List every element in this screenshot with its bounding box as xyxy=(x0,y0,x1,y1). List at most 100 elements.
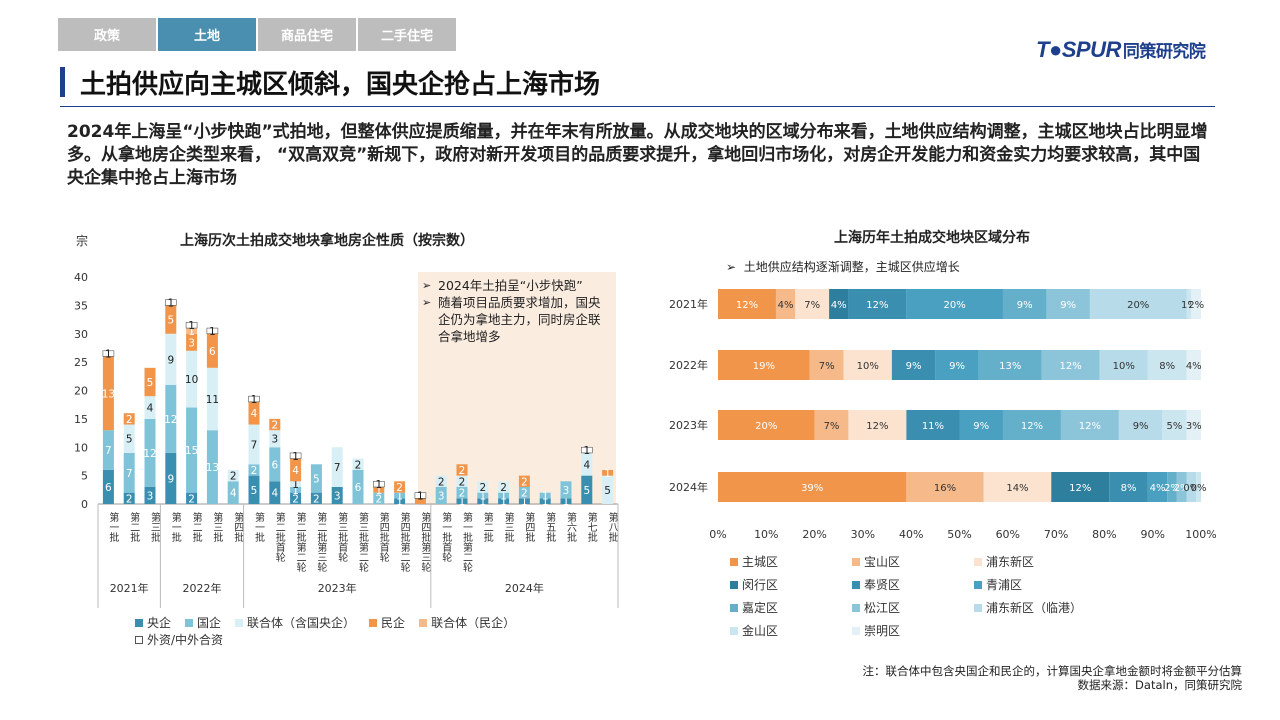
bar-segment xyxy=(1176,472,1187,502)
bar-data-label: 9 xyxy=(167,473,174,485)
legend-item: 主城区 xyxy=(730,553,838,570)
bar-data-label: 13 xyxy=(102,388,115,400)
bar-segment xyxy=(580,446,593,454)
bar-segment xyxy=(906,410,960,440)
title-divider xyxy=(60,106,1215,107)
bar-segment xyxy=(602,469,614,476)
x-tick-label: 70% xyxy=(1044,528,1068,541)
x-tick-label: 40% xyxy=(899,528,923,541)
legend-swatch xyxy=(852,580,860,589)
bar-data-label: 3 xyxy=(147,490,154,502)
bar-data-label: 12% xyxy=(736,300,758,311)
bar-segment xyxy=(248,401,260,425)
bar-segment xyxy=(186,407,198,493)
bar-data-label: 1 xyxy=(188,326,195,338)
bar-data-label: 6 xyxy=(271,459,278,471)
legend-swatch xyxy=(974,580,982,589)
bar-data-label: 8% xyxy=(1121,483,1137,494)
legend-item: 联合体（民企） xyxy=(419,614,515,631)
bar-data-label: 0% xyxy=(1183,483,1199,494)
legend-label: 青浦区 xyxy=(986,578,1023,592)
x-tick-label: 第四批 xyxy=(232,511,244,542)
bar-data-label: 7% xyxy=(804,300,820,311)
bar-data-label: 1 xyxy=(604,468,611,480)
legend-swatch xyxy=(235,618,244,627)
bar-data-label: 8% xyxy=(1159,361,1175,372)
bar-data-label: 3% xyxy=(1186,421,1202,432)
x-tick-label: 第二批 xyxy=(481,511,493,542)
bar-segment xyxy=(1162,410,1187,440)
bar-data-label: 1 xyxy=(292,451,299,463)
bar-segment xyxy=(1041,350,1100,380)
bar-segment xyxy=(518,498,530,504)
bar-segment xyxy=(1002,289,1047,319)
bar-segment xyxy=(477,481,489,493)
bar-segment xyxy=(809,350,844,380)
x-tick-label: 50% xyxy=(947,528,971,541)
bar-data-label: 10% xyxy=(857,361,879,372)
bar-segment xyxy=(1186,289,1192,319)
bar-data-label: 5 xyxy=(313,473,320,485)
legend-item: 浦东新区 xyxy=(974,553,1082,570)
bar-data-label: 7 xyxy=(251,439,258,451)
legend-swatch xyxy=(419,618,428,627)
bar-segment xyxy=(414,492,427,499)
bar-segment xyxy=(435,486,447,504)
y-tick-label: 0 xyxy=(81,498,88,511)
legend-label: 嘉定区 xyxy=(742,601,779,615)
tab-land[interactable]: 土地 xyxy=(158,18,256,51)
bar-segment xyxy=(539,498,551,504)
bar-segment xyxy=(983,472,1052,502)
bar-data-label: 12 xyxy=(143,448,156,460)
bar-data-label: 7% xyxy=(819,361,835,372)
bar-segment xyxy=(290,486,302,493)
bar-segment xyxy=(248,395,260,403)
brand-logo: T●SPUR 同策研究院 xyxy=(1036,37,1206,63)
bar-segment xyxy=(718,289,776,319)
x-tick-label: 第八批 xyxy=(606,511,618,542)
bar-segment xyxy=(102,350,115,357)
year-group-label: 2021年 xyxy=(110,581,149,595)
legend-swatch xyxy=(730,557,738,566)
legend-label: 联合体（民企） xyxy=(431,616,516,630)
bar-data-label: 1 xyxy=(500,490,507,502)
bar-data-label: 3 xyxy=(563,485,570,497)
bar-data-label: 1 xyxy=(417,490,424,502)
legend-label: 浦东新区 xyxy=(986,555,1035,569)
left-chart-note-2: 随着项目品质要求增加，国央企仍为拿地主力，同时房企联合拿地增多 xyxy=(422,294,612,345)
bar-data-label: 2 xyxy=(126,414,133,426)
bar-data-label: 9% xyxy=(949,361,965,372)
bar-data-label: 20% xyxy=(944,300,966,311)
bar-data-label: 9% xyxy=(1060,300,1076,311)
y-tick-label: 30 xyxy=(74,328,88,341)
legend-label: 外资/中外合资 xyxy=(147,633,224,647)
tab-new-housing[interactable]: 商品住宅 xyxy=(258,18,356,51)
bar-data-label: 12% xyxy=(1079,421,1101,432)
bar-data-label: 9% xyxy=(906,361,922,372)
bar-segment xyxy=(906,472,984,502)
legend-item: 宝山区 xyxy=(852,553,960,570)
legend-swatch xyxy=(852,557,860,566)
bar-segment xyxy=(165,305,177,334)
bar-data-label: 2 xyxy=(438,476,445,488)
bar-data-label: 1 xyxy=(500,496,507,508)
y-tick-label: 2024年 xyxy=(669,480,708,494)
tab-second-hand-housing[interactable]: 二手住宅 xyxy=(358,18,456,51)
bar-segment xyxy=(1060,410,1119,440)
bar-data-label: 5 xyxy=(126,434,133,446)
bar-segment xyxy=(165,384,177,453)
bar-data-label: 2% xyxy=(1164,483,1180,494)
bar-data-label: 5 xyxy=(251,485,258,497)
y-tick-label: 20 xyxy=(74,385,88,398)
bar-data-label: 5 xyxy=(167,315,174,327)
bar-data-label: 12% xyxy=(1069,483,1091,494)
x-tick-label: 第二批第二轮 xyxy=(294,511,306,572)
tab-policy[interactable]: 政策 xyxy=(58,18,156,51)
bar-segment xyxy=(227,481,239,504)
bar-segment xyxy=(1167,472,1177,502)
bar-segment xyxy=(373,486,385,493)
x-tick-label: 第六批 xyxy=(565,511,577,542)
bar-segment xyxy=(269,447,281,482)
bar-segment xyxy=(290,458,302,482)
y-tick-label: 15 xyxy=(74,413,88,426)
